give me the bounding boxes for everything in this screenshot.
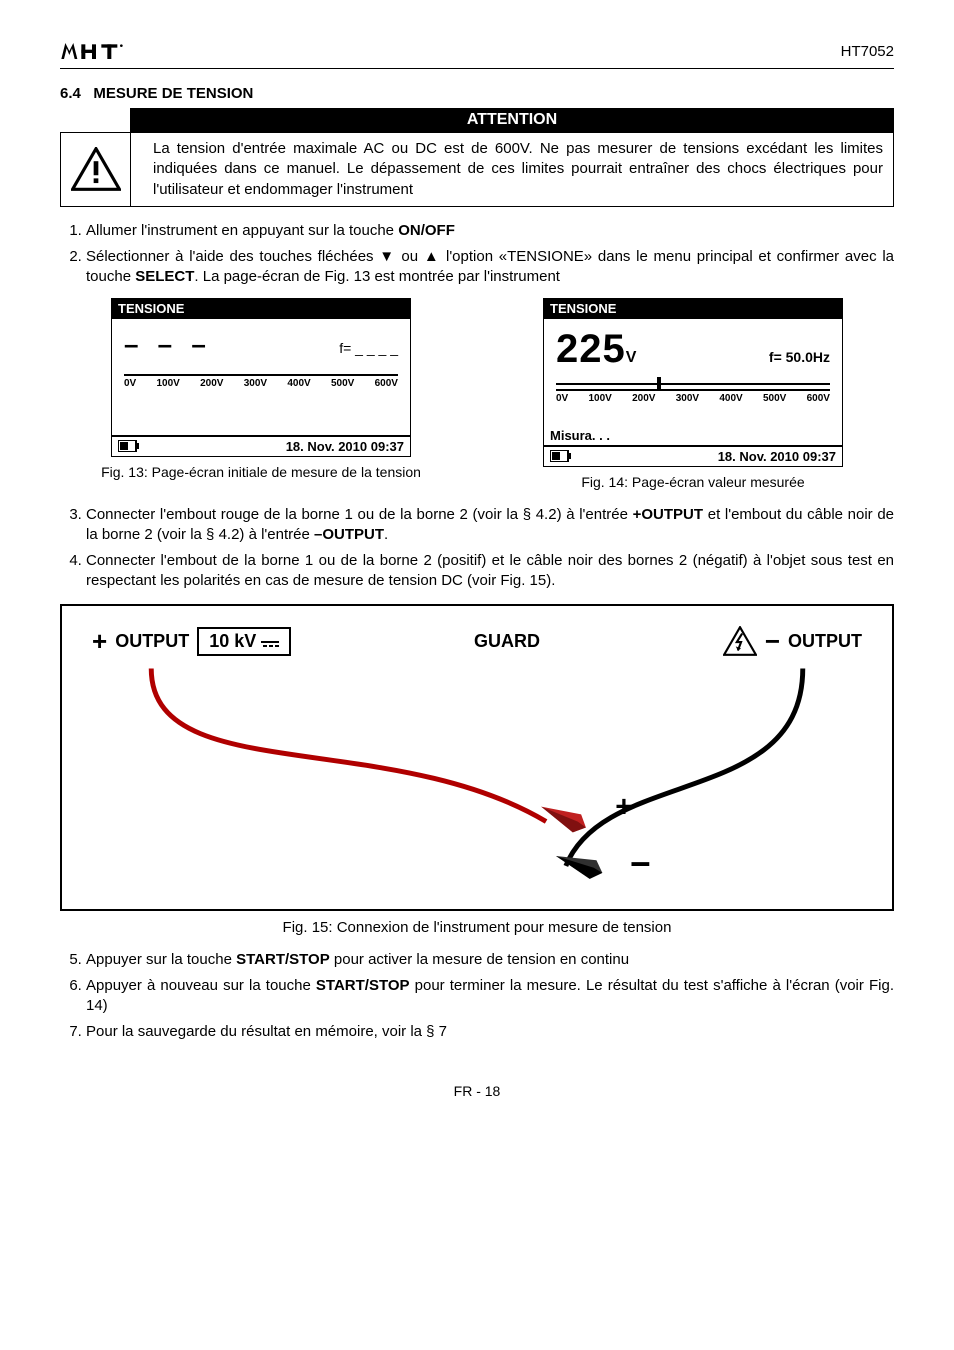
screen-title: TENSIONE bbox=[112, 299, 410, 319]
attention-body: La tension d'entrée maximale AC ou DC es… bbox=[143, 133, 893, 206]
fig13-statusbar: 18. Nov. 2010 09:37 bbox=[112, 435, 410, 456]
fig14-bargraph bbox=[556, 383, 830, 389]
fig13-value: – – – bbox=[124, 329, 212, 360]
procedure-list-57: Appuyer sur la touche START/STOP pour ac… bbox=[60, 950, 894, 1043]
step-5: Appuyer sur la touche START/STOP pour ac… bbox=[86, 950, 894, 970]
terminal-output-minus: − OUTPUT bbox=[723, 626, 862, 657]
fig13-scale: 0V 100V 200V 300V 400V 500V 600V bbox=[124, 374, 398, 389]
brand-logo bbox=[60, 40, 140, 62]
svg-text:+: + bbox=[615, 790, 632, 823]
fig14-screen: TENSIONE 225V f= 50.0Hz 0V 100V 200V 300… bbox=[543, 298, 843, 467]
warning-icon bbox=[61, 133, 131, 206]
step-2: Sélectionner à l'aide des touches fléché… bbox=[86, 247, 894, 288]
fig14-freq: f= 50.0Hz bbox=[769, 349, 830, 365]
step-6: Appuyer à nouveau sur la touche START/ST… bbox=[86, 976, 894, 1017]
page-header: HT7052 bbox=[60, 40, 894, 69]
fig14-value: 225V bbox=[556, 329, 636, 369]
fig15-diagram: + OUTPUT 10 kV GUARD − OUTPUT bbox=[60, 604, 894, 911]
battery-icon bbox=[550, 450, 572, 462]
svg-text:−: − bbox=[630, 843, 651, 883]
fig13-freq: f= _ _ _ _ bbox=[339, 340, 398, 356]
fig14-misura: Misura. . . bbox=[544, 410, 842, 445]
attention-heading: ATTENTION bbox=[130, 108, 894, 132]
hv-warning-icon bbox=[723, 626, 757, 656]
step-7: Pour la sauvegarde du résultat en mémoir… bbox=[86, 1022, 894, 1042]
battery-icon bbox=[118, 440, 140, 452]
attention-box: La tension d'entrée maximale AC ou DC es… bbox=[60, 132, 894, 207]
procedure-list: Allumer l'instrument en appuyant sur la … bbox=[60, 221, 894, 288]
fig14-timestamp: 18. Nov. 2010 09:37 bbox=[718, 449, 836, 464]
wires-area: + − bbox=[92, 667, 862, 897]
screen-title: TENSIONE bbox=[544, 299, 842, 319]
step-1: Allumer l'instrument en appuyant sur la … bbox=[86, 221, 894, 241]
fig14-scale: 0V 100V 200V 300V 400V 500V 600V bbox=[556, 389, 830, 404]
model-label: HT7052 bbox=[841, 43, 894, 60]
page-footer: FR - 18 bbox=[60, 1083, 894, 1099]
terminal-output-plus: + OUTPUT 10 kV bbox=[92, 626, 291, 657]
section-title: 6.4 MESURE DE TENSION bbox=[60, 85, 894, 102]
fig13-timestamp: 18. Nov. 2010 09:37 bbox=[286, 439, 404, 454]
section-number: 6.4 bbox=[60, 85, 81, 102]
voltage-box: 10 kV bbox=[197, 627, 291, 656]
fig15-caption: Fig. 15: Connexion de l'instrument pour … bbox=[60, 919, 894, 936]
fig14-column: TENSIONE 225V f= 50.0Hz 0V 100V 200V 300… bbox=[492, 298, 894, 491]
terminal-guard: GUARD bbox=[474, 631, 540, 652]
fig14-statusbar: 18. Nov. 2010 09:37 bbox=[544, 445, 842, 466]
section-heading: MESURE DE TENSION bbox=[93, 85, 253, 102]
fig13-column: TENSIONE – – – f= _ _ _ _ 0V 100V 200V 3… bbox=[60, 298, 462, 481]
step-3: Connecter l'embout rouge de la borne 1 o… bbox=[86, 505, 894, 546]
fig13-screen: TENSIONE – – – f= _ _ _ _ 0V 100V 200V 3… bbox=[111, 298, 411, 457]
screens-row: TENSIONE – – – f= _ _ _ _ 0V 100V 200V 3… bbox=[60, 298, 894, 491]
fig13-caption: Fig. 13: Page-écran initiale de mesure d… bbox=[101, 463, 421, 481]
fig14-caption: Fig. 14: Page-écran valeur mesurée bbox=[581, 473, 804, 491]
step-4: Connecter l'embout de la borne 1 ou de l… bbox=[86, 551, 894, 592]
procedure-list-34: Connecter l'embout rouge de la borne 1 o… bbox=[60, 505, 894, 592]
